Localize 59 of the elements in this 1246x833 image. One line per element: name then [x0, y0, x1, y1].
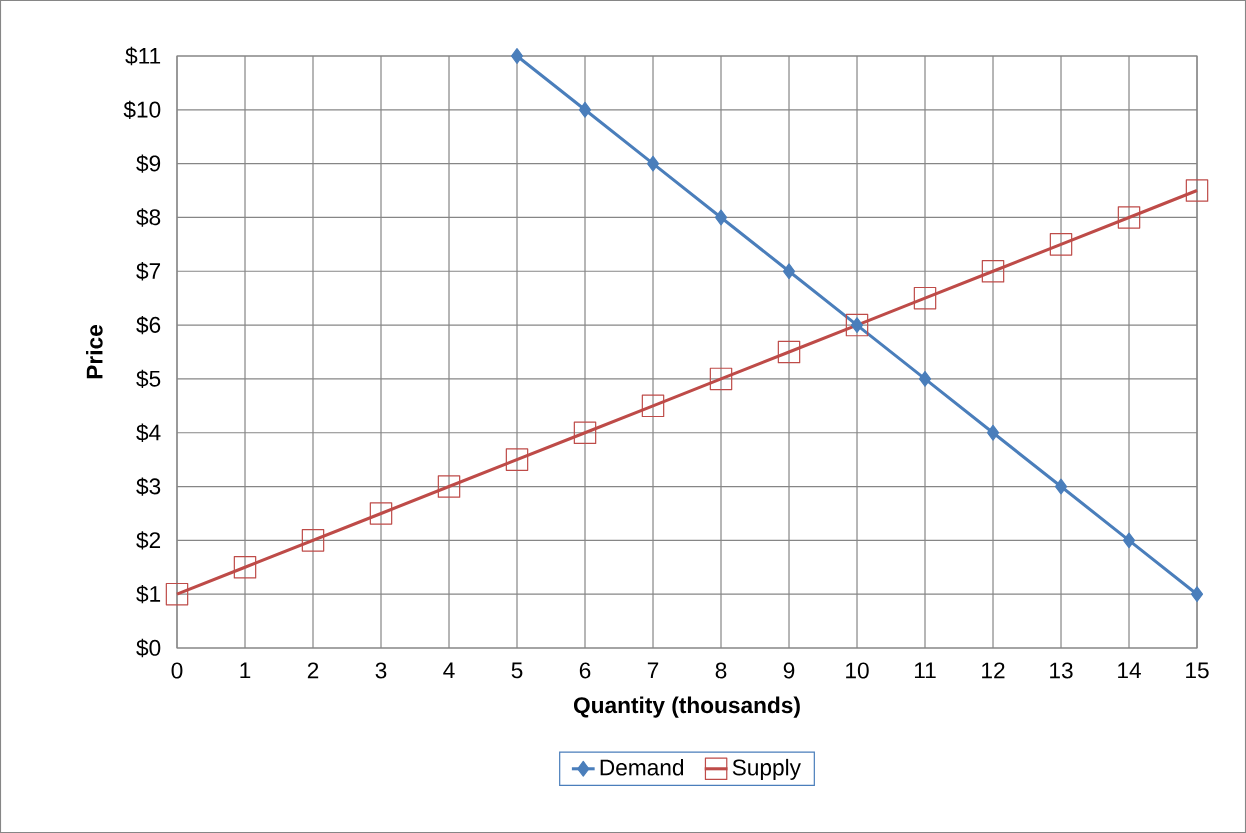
x-axis-title: Quantity (thousands)	[573, 696, 800, 718]
x-tick-label: 6	[579, 662, 591, 679]
point	[646, 155, 660, 172]
y-axis-title: Price	[86, 325, 103, 379]
y-tick-label: $9	[136, 154, 161, 173]
y-tick-label: $6	[136, 315, 161, 335]
y-tick-label: $11	[125, 46, 161, 66]
y-tick-label: $4	[136, 423, 161, 442]
point	[1122, 532, 1136, 549]
point	[510, 48, 524, 64]
x-tick-label: 2	[307, 662, 319, 679]
legend-label: Supply	[732, 758, 801, 780]
y-tick-label: $2	[136, 531, 161, 550]
point	[714, 209, 728, 226]
y-tick-label: $5	[136, 369, 161, 389]
x-tick-label: 1	[240, 662, 251, 679]
x-tick-label: 4	[443, 662, 455, 679]
point	[165, 582, 189, 606]
x-tick-label: 5	[511, 662, 523, 679]
point	[437, 475, 461, 498]
x-tick-label: 14	[1118, 662, 1141, 679]
point	[782, 263, 796, 280]
point	[850, 317, 864, 334]
point	[301, 529, 325, 552]
point	[573, 421, 597, 444]
point	[709, 367, 733, 391]
point	[981, 260, 1005, 283]
y-tick-label: $3	[136, 477, 161, 496]
point	[918, 370, 932, 387]
point	[1054, 478, 1068, 495]
point	[986, 424, 1000, 441]
point	[578, 101, 592, 118]
x-tick-label: 13	[1050, 662, 1073, 679]
point	[1117, 206, 1141, 229]
point	[505, 448, 529, 471]
y-tick-label: $10	[123, 100, 161, 119]
y-tick-label: $0	[136, 638, 161, 658]
x-tick-label: 3	[375, 662, 387, 679]
x-tick-label: 7	[647, 662, 659, 679]
point	[1185, 179, 1209, 202]
point	[369, 502, 393, 525]
point	[1190, 586, 1204, 603]
point	[233, 556, 257, 579]
y-tick-label: $8	[136, 208, 161, 227]
x-tick-label: 9	[783, 662, 795, 679]
y-tick-label: $1	[136, 585, 161, 604]
y-tick-label: $7	[136, 262, 161, 281]
legend-label: Demand	[600, 758, 684, 776]
point	[845, 313, 869, 337]
point	[641, 394, 665, 418]
x-tick-label: 8	[715, 662, 727, 679]
x-tick-label: 10	[846, 662, 869, 679]
point	[913, 286, 937, 310]
x-tick-label: 0	[171, 662, 183, 679]
x-tick-label: 11	[914, 662, 936, 679]
x-tick-label: 12	[982, 662, 1005, 679]
point	[777, 340, 801, 364]
point	[1049, 233, 1073, 256]
x-tick-label: 15	[1186, 662, 1209, 679]
